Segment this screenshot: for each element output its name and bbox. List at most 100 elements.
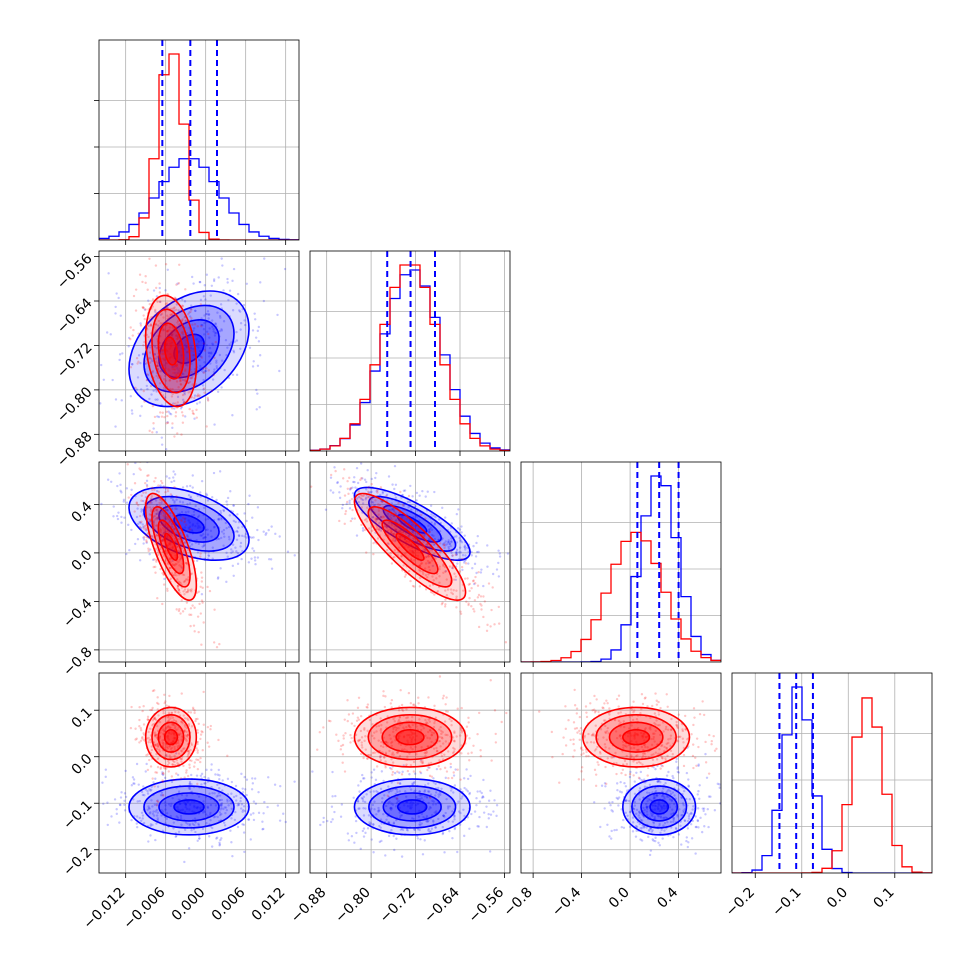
sample-point: [482, 778, 485, 782]
sample-point: [385, 494, 388, 498]
sample-point: [429, 590, 433, 594]
sample-point: [156, 496, 159, 499]
sample-point: [184, 363, 187, 366]
sample-point: [386, 794, 389, 797]
sample-point: [360, 736, 364, 739]
sample-point: [387, 821, 390, 824]
sample-point: [219, 808, 222, 811]
sample-point: [412, 817, 415, 821]
sample-point: [204, 518, 208, 521]
sample-point: [179, 814, 183, 818]
sample-point: [425, 820, 429, 823]
sample-point: [657, 841, 660, 845]
sample-point: [446, 805, 450, 808]
sample-point: [421, 489, 424, 493]
sample-point: [204, 312, 208, 316]
sample-point: [156, 597, 159, 600]
sample-point: [208, 792, 211, 795]
sample-point: [372, 516, 375, 519]
sample-point: [391, 539, 394, 542]
sample-point: [145, 539, 148, 542]
sample-point: [172, 402, 175, 405]
sample-point: [459, 539, 462, 543]
sample-point: [166, 509, 170, 512]
sample-point: [165, 812, 169, 815]
sample-point: [157, 745, 160, 748]
sample-point: [119, 796, 123, 799]
sample-point: [447, 750, 450, 753]
sample-point: [424, 556, 427, 559]
sample-point: [188, 808, 191, 811]
sample-point: [430, 827, 434, 831]
sample-point: [645, 813, 649, 816]
sample-point: [422, 572, 425, 576]
sample-point: [656, 807, 659, 810]
sample-point: [670, 798, 674, 802]
sample-point: [438, 551, 442, 554]
sample-point: [398, 799, 401, 803]
sample-point: [391, 751, 394, 754]
sample-point: [154, 499, 158, 502]
sample-point: [412, 552, 415, 555]
sample-point: [137, 504, 140, 507]
sample-point: [187, 711, 190, 714]
sample-point: [558, 781, 561, 784]
sample-point: [91, 802, 93, 804]
sample-point: [196, 615, 200, 618]
sample-point: [154, 718, 158, 722]
sample-point: [186, 800, 189, 804]
sample-point: [673, 802, 676, 806]
contour-red: [144, 492, 198, 601]
sample-point: [186, 535, 190, 538]
sample-point: [398, 754, 402, 758]
sample-point: [333, 466, 336, 469]
sample-point: [411, 584, 415, 588]
sample-point: [390, 758, 393, 761]
sample-point: [162, 377, 166, 381]
sample-point: [140, 520, 143, 524]
sample-point: [204, 536, 207, 539]
sample-point: [177, 585, 180, 588]
sample-point: [188, 521, 192, 524]
sample-point: [154, 329, 158, 332]
sample-point: [692, 743, 695, 746]
sample-point: [608, 713, 611, 716]
sample-point: [400, 855, 404, 858]
sample-point: [200, 783, 203, 786]
sample-point: [199, 612, 203, 615]
sample-point: [202, 537, 205, 540]
sample-point: [112, 505, 115, 508]
sample-point: [173, 500, 176, 503]
sample-point: [198, 364, 202, 368]
sample-point: [180, 757, 183, 761]
sample-point: [374, 499, 377, 502]
sample-point: [202, 690, 205, 694]
sample-point: [236, 804, 239, 807]
sample-point: [168, 542, 171, 545]
sample-point: [187, 494, 191, 497]
sample-point: [196, 742, 199, 746]
sample-point: [237, 526, 240, 529]
sample-point: [450, 724, 453, 727]
sample-point: [163, 531, 166, 534]
sample-point: [702, 809, 705, 813]
sample-point: [198, 236, 200, 238]
sample-point: [183, 300, 187, 303]
sample-point: [667, 770, 670, 774]
sample-point: [162, 711, 165, 715]
sample-point: [419, 562, 423, 566]
sample-point: [649, 827, 652, 831]
sample-point: [245, 778, 249, 781]
sample-point: [168, 694, 171, 698]
sample-point: [253, 777, 257, 780]
sample-point: [390, 513, 393, 517]
sample-point: [456, 707, 459, 710]
sample-point: [455, 597, 458, 601]
sample-point: [146, 789, 149, 793]
sample-point: [180, 793, 184, 797]
sample-point: [178, 341, 182, 345]
sample-point: [212, 816, 216, 819]
sample-point: [401, 770, 404, 774]
sample-point: [393, 549, 397, 552]
sample-point: [201, 586, 204, 590]
